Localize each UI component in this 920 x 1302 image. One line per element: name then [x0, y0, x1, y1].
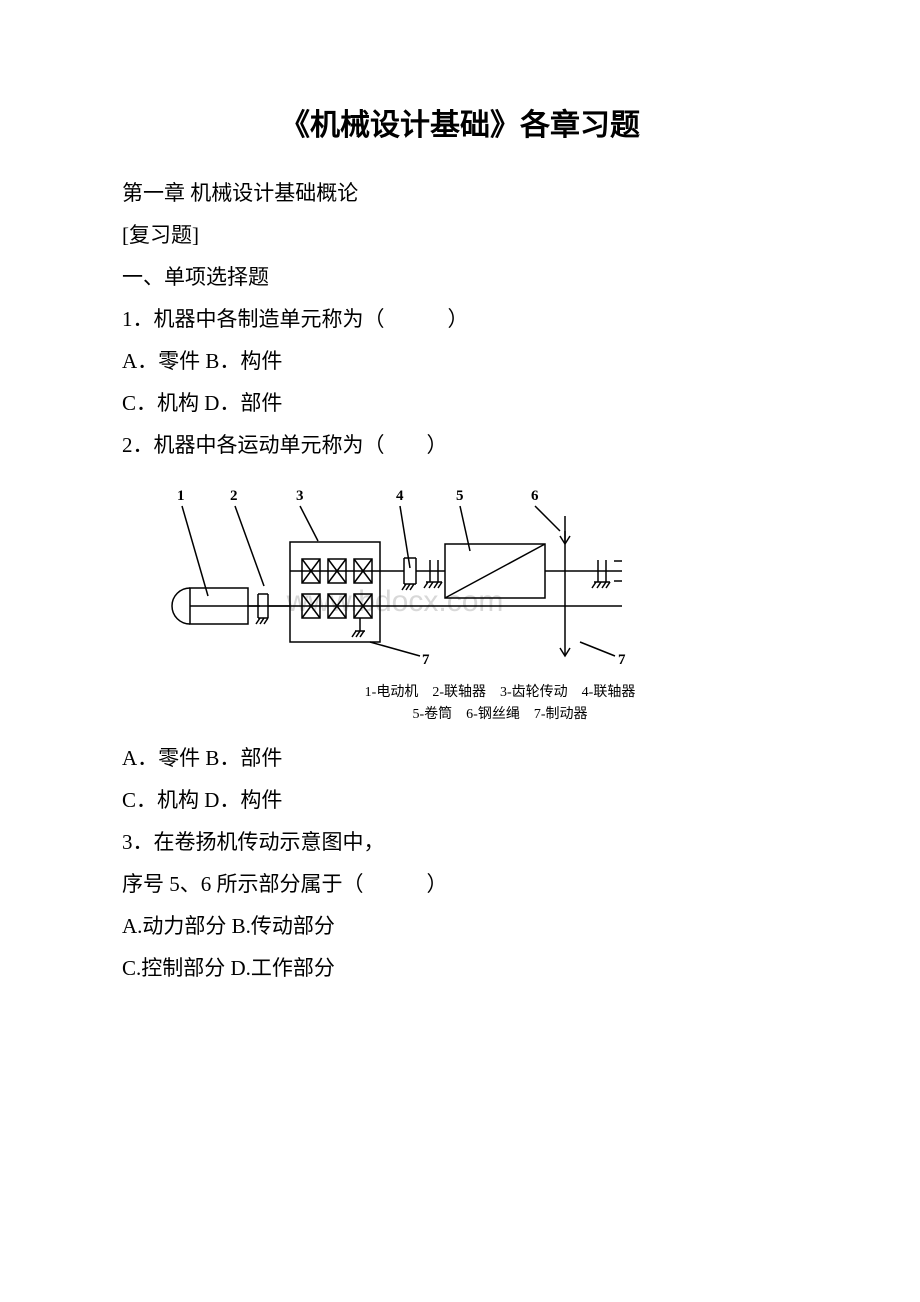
diagram-label-5: 5	[456, 488, 464, 504]
q1-options-ab: A．零件 B．构件	[80, 340, 840, 382]
q1-text: 1．机器中各制造单元称为（ ）	[80, 298, 840, 340]
caption-line-1: 1-电动机 2-联轴器 3-齿轮传动 4-联轴器	[160, 682, 840, 704]
hoist-diagram: www.bdocx.com	[160, 476, 630, 676]
q3-options-ab: A.动力部分 B.传动部分	[80, 905, 840, 947]
q3-options-cd: C.控制部分 D.工作部分	[80, 947, 840, 989]
q2-options-cd: C．机构 D．构件	[80, 779, 840, 821]
section-heading: 一、单项选择题	[80, 256, 840, 298]
q2-options-ab: A．零件 B．部件	[80, 737, 840, 779]
diagram-label-2: 2	[230, 488, 238, 504]
q2-text: 2．机器中各运动单元称为（ ）	[80, 424, 840, 466]
diagram-label-1: 1	[177, 488, 185, 504]
diagram-label-7b: 7	[618, 652, 626, 668]
diagram-label-4: 4	[396, 488, 404, 504]
review-label: [复习题]	[80, 214, 840, 256]
page-title: 《机械设计基础》各章习题	[80, 100, 840, 144]
caption-line-2: 5-卷筒 6-钢丝绳 7-制动器	[160, 704, 840, 726]
q3-text: 3．在卷扬机传动示意图中，	[80, 821, 840, 863]
diagram-label-3: 3	[296, 488, 304, 504]
diagram-label-7a: 7	[422, 652, 430, 668]
chapter-heading: 第一章 机械设计基础概论	[80, 172, 840, 214]
q3-line2: 序号 5、6 所示部分属于（ ）	[80, 863, 840, 905]
watermark-text: www.bdocx.com	[286, 585, 504, 618]
diagram-container: www.bdocx.com	[160, 476, 840, 727]
diagram-label-6: 6	[531, 488, 539, 504]
q1-options-cd: C．机构 D．部件	[80, 382, 840, 424]
diagram-caption: 1-电动机 2-联轴器 3-齿轮传动 4-联轴器 5-卷筒 6-钢丝绳 7-制动…	[160, 682, 840, 727]
